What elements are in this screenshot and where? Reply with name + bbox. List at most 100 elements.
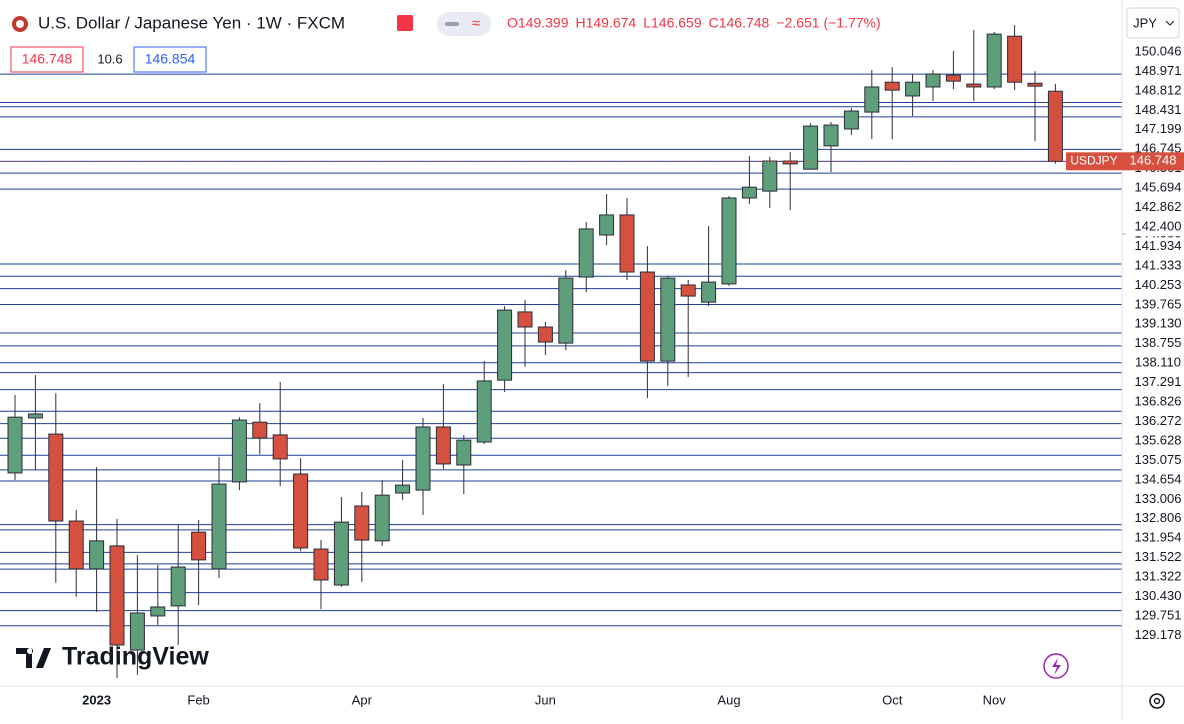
level-label-bg bbox=[1123, 101, 1184, 120]
level-label: 147.199 bbox=[1135, 121, 1182, 136]
bid: 146.748 bbox=[22, 51, 73, 67]
plot-area bbox=[0, 25, 1122, 679]
level-label: 131.954 bbox=[1135, 530, 1182, 545]
chevron bbox=[1165, 20, 1175, 26]
symbol-icon bbox=[16, 20, 24, 28]
level-label-bg bbox=[1123, 334, 1184, 353]
level-label-bg bbox=[1123, 432, 1184, 450]
candle-body bbox=[374, 494, 390, 542]
level-label-bg bbox=[1123, 198, 1184, 217]
level-label-bg bbox=[1123, 256, 1184, 275]
candle-body bbox=[68, 520, 84, 570]
symbol-tag: USDJPY bbox=[1070, 153, 1117, 167]
candle-body bbox=[497, 309, 513, 381]
level-label: 129.178 bbox=[1135, 627, 1182, 642]
ohlc-value: H149.674 bbox=[576, 15, 637, 31]
candle-body bbox=[945, 74, 961, 82]
candle-body bbox=[558, 277, 574, 344]
candle-body bbox=[864, 86, 880, 113]
candle-body bbox=[293, 473, 309, 549]
x-tick-label: Feb bbox=[187, 692, 209, 707]
level-label-bg bbox=[1123, 120, 1184, 139]
level-label: 131.322 bbox=[1135, 569, 1182, 584]
candle-body bbox=[986, 33, 1002, 88]
level-label-bg bbox=[1123, 218, 1184, 237]
candle-body bbox=[129, 612, 145, 651]
level-label-bg bbox=[1123, 529, 1184, 548]
x-tick-label: 2023 bbox=[82, 692, 111, 707]
level-label-bg bbox=[1123, 81, 1184, 100]
candle-body bbox=[966, 83, 982, 88]
level-label-bg bbox=[1123, 470, 1184, 489]
candle-body bbox=[435, 426, 451, 465]
settings-icon bbox=[1153, 697, 1161, 705]
level-label: 145.694 bbox=[1135, 180, 1182, 195]
level-label-bg bbox=[1123, 626, 1184, 645]
ohlc-value: L146.659 bbox=[643, 15, 702, 31]
candle-body bbox=[762, 160, 778, 192]
currency: JPY bbox=[1133, 15, 1157, 30]
candle-body bbox=[517, 311, 533, 328]
candle-body bbox=[7, 416, 23, 474]
level-label-bg bbox=[1123, 451, 1184, 470]
level-label: 132.806 bbox=[1135, 510, 1182, 525]
level-label-bg bbox=[1123, 587, 1184, 606]
ask: 146.854 bbox=[145, 51, 196, 67]
candle-body bbox=[395, 484, 411, 494]
level-label: 135.075 bbox=[1135, 452, 1182, 467]
ohlc-value: −2.651 (−1.77%) bbox=[776, 15, 880, 31]
level-label-bg bbox=[1123, 373, 1184, 392]
level-label: 148.431 bbox=[1135, 102, 1182, 117]
ohlc-legend: O149.399 H149.674 L146.659 C146.748 −2.651 (… bbox=[507, 15, 881, 31]
level-label-bg bbox=[1123, 62, 1184, 81]
settings-button[interactable] bbox=[1149, 693, 1165, 709]
x-tick-label: Aug bbox=[717, 692, 740, 707]
candle-body bbox=[537, 326, 553, 343]
candle-body bbox=[905, 81, 921, 97]
candle-body bbox=[272, 434, 288, 460]
candle-body bbox=[578, 228, 594, 278]
level-label-bg bbox=[1123, 412, 1184, 431]
level-label: 139.765 bbox=[1135, 296, 1182, 311]
level-label: 141.333 bbox=[1135, 257, 1182, 272]
candle-body bbox=[1047, 90, 1063, 162]
candle-body bbox=[170, 566, 186, 607]
ask-box[interactable] bbox=[133, 46, 207, 73]
level-label: 139.130 bbox=[1135, 316, 1182, 331]
candle-body bbox=[415, 426, 431, 491]
candle-body bbox=[639, 271, 655, 362]
level-label: 138.755 bbox=[1135, 335, 1182, 350]
level-label-bg bbox=[1123, 354, 1184, 373]
candle-body bbox=[109, 545, 125, 646]
level-label: 129.751 bbox=[1135, 607, 1182, 622]
level-label: 142.862 bbox=[1135, 199, 1182, 214]
x-tick-label: Nov bbox=[983, 692, 1007, 707]
level-label-bg bbox=[1123, 43, 1184, 61]
time-axis: 2023 Feb Apr Jun Aug Oct Nov bbox=[82, 692, 1006, 707]
pill-button[interactable] bbox=[437, 12, 491, 36]
candle-body bbox=[333, 521, 349, 586]
spread: 10.6 bbox=[97, 51, 122, 66]
candle-body bbox=[782, 160, 798, 165]
level-label-bg bbox=[1123, 509, 1184, 528]
candle-body bbox=[884, 81, 900, 91]
candle-body bbox=[599, 214, 615, 236]
candle-body bbox=[354, 505, 370, 541]
candle-body bbox=[476, 380, 492, 443]
bid-box[interactable] bbox=[10, 46, 84, 73]
level-label: 138.110 bbox=[1135, 355, 1181, 370]
level-label: 148.971 bbox=[1135, 63, 1182, 78]
level-label-bg bbox=[1123, 237, 1184, 256]
level-label: 131.522 bbox=[1135, 549, 1182, 564]
candle-body bbox=[89, 540, 105, 570]
candle-body bbox=[721, 197, 737, 285]
currency-button[interactable] bbox=[1126, 7, 1180, 39]
level-label: 130.430 bbox=[1135, 588, 1182, 603]
candle-body bbox=[252, 421, 268, 439]
candle-body bbox=[191, 531, 207, 561]
candle-body bbox=[701, 281, 717, 303]
level-label-bg bbox=[1123, 295, 1184, 314]
watermark: TradingView bbox=[62, 643, 209, 671]
